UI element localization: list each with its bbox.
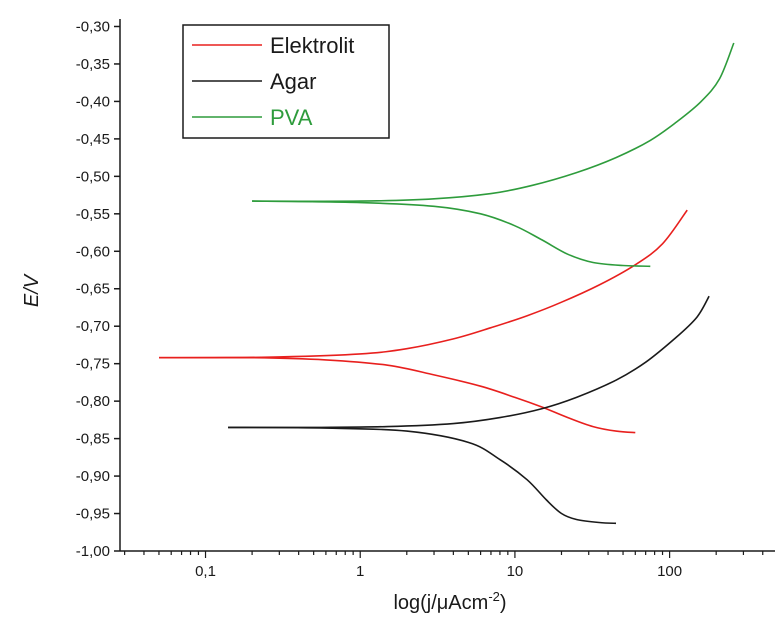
axes [119, 19, 775, 552]
legend-label-elektrolit: Elektrolit [270, 33, 354, 58]
x-tick-label: 10 [507, 563, 524, 580]
agar-curve-cathodic [228, 426, 617, 525]
y-tick-label: -0,40 [76, 93, 110, 110]
y-axis-title: E/V [21, 273, 43, 307]
x-tick-label: 1 [356, 563, 364, 580]
y-tick-label: -0,50 [76, 168, 110, 185]
y-tick-label: -0,45 [76, 131, 110, 148]
y-tick-label: -0,65 [76, 281, 110, 298]
y-ticks: -0,30 -0,35 -0,40 -0,45 -0,50 -0,55 -0,60 -0,65… [76, 18, 120, 560]
x-tick-label: 0,1 [195, 563, 216, 580]
y-tick-label: -0,55 [76, 206, 110, 223]
elektrolit-curve-cathodic [158, 356, 636, 434]
legend-label-pva: PVA [270, 105, 313, 130]
series-curves [158, 42, 735, 525]
x-axis-title-superscript: -2 [488, 589, 500, 604]
pva-curve-cathodic [252, 200, 651, 268]
y-tick-label: -0,85 [76, 431, 110, 448]
y-tick-label: -0,95 [76, 506, 110, 523]
agar-curve-anodic [228, 295, 710, 429]
elektrolit-curve-anodic [158, 209, 688, 359]
x-axis-title-main: log(j/μAcm [393, 592, 488, 614]
y-tick-label: -0,60 [76, 243, 110, 260]
pva-curve-anodic [252, 42, 735, 203]
y-tick-label: -0,90 [76, 468, 110, 485]
x-tick-label: 100 [657, 563, 682, 580]
x-ticks: 0,1 1 10 100 [124, 551, 764, 580]
x-axis-title: log(j/μAcm-2) [393, 589, 506, 614]
y-tick-label: -0,80 [76, 393, 110, 410]
x-axis-title-close: ) [500, 592, 507, 614]
legend-label-agar: Agar [270, 69, 316, 94]
y-tick-label: -1,00 [76, 543, 110, 560]
legend: Elektrolit Agar PVA [182, 24, 390, 139]
y-tick-label: -0,30 [76, 18, 110, 35]
y-tick-label: -0,75 [76, 356, 110, 373]
y-tick-label: -0,70 [76, 318, 110, 335]
y-tick-label: -0,35 [76, 56, 110, 73]
